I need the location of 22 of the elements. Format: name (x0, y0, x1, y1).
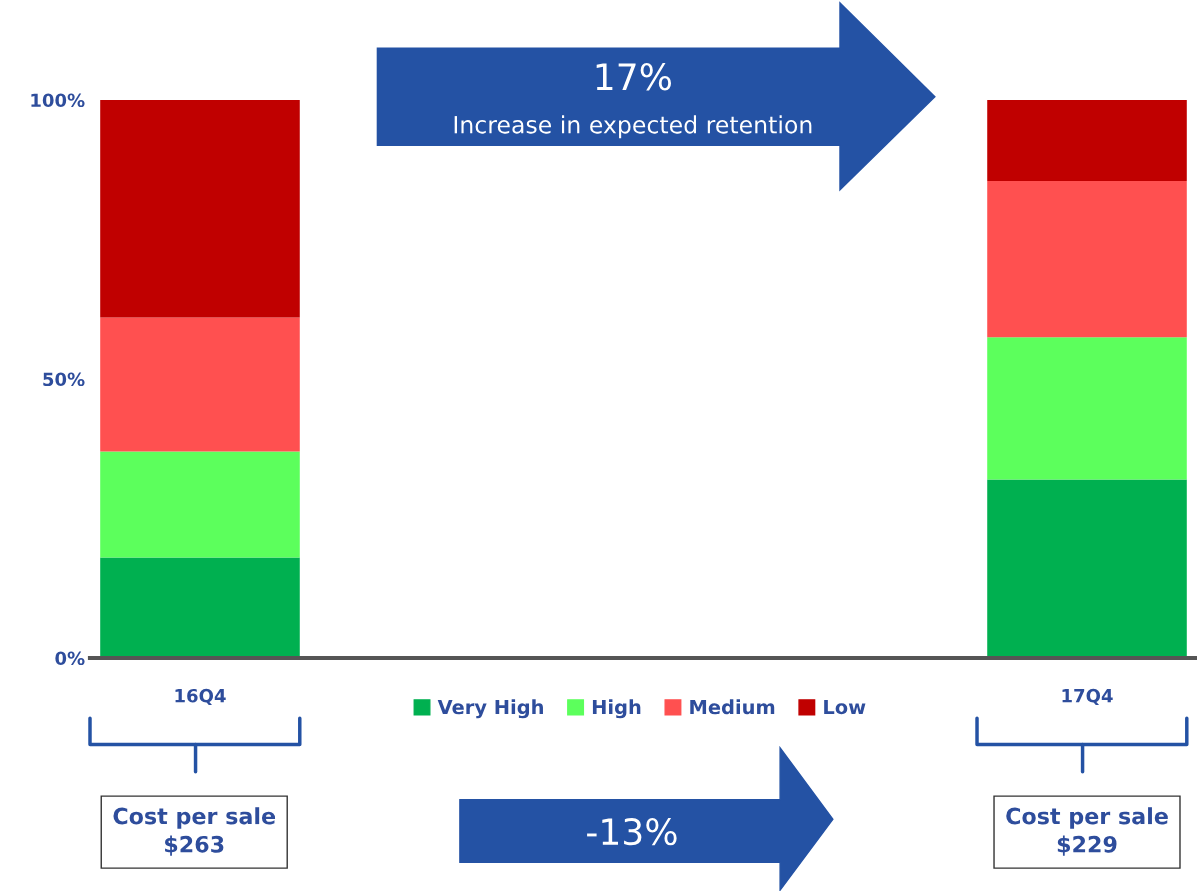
legend-label: Medium (690, 699, 775, 715)
text: 17% (596, 63, 671, 91)
y-tick-label: 100% (31, 93, 85, 108)
annotation: Increase in expected retention (454, 115, 812, 139)
text: Cost per sale $263 (113, 807, 276, 856)
bar (987, 479, 1187, 658)
bar (987, 337, 1187, 480)
bar (100, 317, 300, 452)
legend-label: Low (824, 699, 866, 715)
x-tick-label: 16Q4 (175, 688, 226, 705)
bar (987, 100, 1187, 181)
x-tick-label: 17Q4 (1062, 688, 1113, 705)
bar (987, 180, 1187, 338)
bar (100, 100, 300, 318)
text: Cost per sale $229 (1006, 807, 1168, 856)
y-tick-label: 50% (43, 372, 85, 387)
bar (100, 451, 300, 558)
text: -13% (587, 818, 677, 846)
legend-label: High (592, 699, 641, 719)
legend-label: Very High (437, 699, 543, 719)
bar (100, 557, 300, 658)
y-tick-label: 0% (55, 651, 85, 666)
